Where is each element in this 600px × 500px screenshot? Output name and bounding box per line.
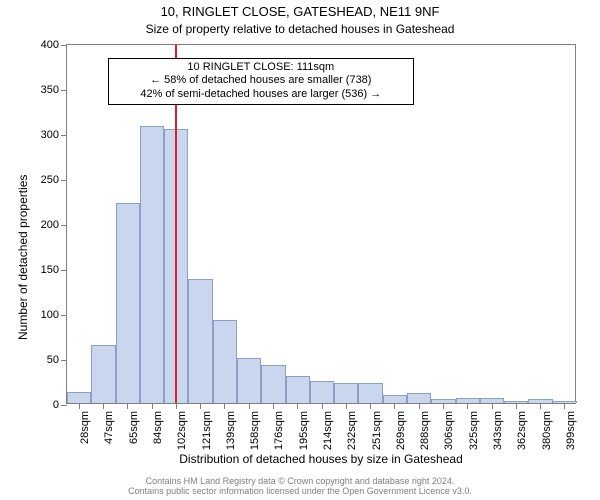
histogram-bar bbox=[67, 392, 91, 403]
x-tick bbox=[176, 403, 177, 409]
x-tick-label: 325sqm bbox=[468, 411, 480, 450]
y-tick-label: 0 bbox=[53, 399, 67, 411]
x-tick-label: 288sqm bbox=[419, 411, 431, 450]
x-tick-label: 399sqm bbox=[565, 411, 577, 450]
x-tick-label: 269sqm bbox=[395, 411, 407, 450]
x-tick bbox=[127, 403, 128, 409]
histogram-bar bbox=[140, 126, 164, 403]
y-tick-label: 400 bbox=[41, 39, 67, 51]
x-axis-label: Distribution of detached houses by size … bbox=[66, 452, 576, 466]
x-tick-label: 362sqm bbox=[516, 411, 528, 450]
x-tick-label: 102sqm bbox=[176, 411, 188, 450]
x-tick-label: 176sqm bbox=[273, 411, 285, 450]
annotation-box: 10 RINGLET CLOSE: 111sqm← 58% of detache… bbox=[108, 58, 414, 105]
chart-subtitle: Size of property relative to detached ho… bbox=[0, 22, 600, 36]
x-tick bbox=[103, 403, 104, 409]
annotation-line: ← 58% of detached houses are smaller (73… bbox=[115, 74, 407, 88]
x-tick bbox=[322, 403, 323, 409]
x-tick-label: 195sqm bbox=[298, 411, 310, 450]
x-tick bbox=[346, 403, 347, 409]
y-tick-label: 350 bbox=[41, 84, 67, 96]
x-tick bbox=[394, 403, 395, 409]
x-tick-label: 251sqm bbox=[371, 411, 383, 450]
x-tick-label: 343sqm bbox=[492, 411, 504, 450]
plot-area: 05010015020025030035040028sqm47sqm65sqm8… bbox=[66, 44, 576, 404]
footer-attribution: Contains HM Land Registry data © Crown c… bbox=[0, 476, 600, 496]
y-axis-label: Number of detached properties bbox=[16, 175, 30, 340]
x-tick bbox=[297, 403, 298, 409]
y-tick-label: 50 bbox=[47, 354, 67, 366]
x-tick bbox=[249, 403, 250, 409]
histogram-bar bbox=[383, 395, 407, 403]
x-tick-label: 47sqm bbox=[103, 411, 115, 444]
x-tick-label: 65sqm bbox=[128, 411, 140, 444]
x-tick-label: 232sqm bbox=[346, 411, 358, 450]
y-tick-label: 250 bbox=[41, 174, 67, 186]
x-tick-label: 306sqm bbox=[443, 411, 455, 450]
x-tick bbox=[492, 403, 493, 409]
histogram-bar bbox=[213, 320, 237, 403]
histogram-bar bbox=[310, 381, 334, 404]
histogram-bar bbox=[188, 279, 212, 403]
x-tick bbox=[467, 403, 468, 409]
histogram-bar bbox=[334, 383, 358, 403]
annotation-line: 10 RINGLET CLOSE: 111sqm bbox=[115, 61, 407, 75]
y-tick-label: 200 bbox=[41, 219, 67, 231]
histogram-bar bbox=[261, 365, 285, 403]
x-tick-label: 380sqm bbox=[541, 411, 553, 450]
footer-line-1: Contains HM Land Registry data © Crown c… bbox=[0, 476, 600, 486]
x-tick-label: 214sqm bbox=[322, 411, 334, 450]
x-tick bbox=[516, 403, 517, 409]
histogram-bar bbox=[116, 203, 140, 403]
x-tick bbox=[224, 403, 225, 409]
histogram-bar bbox=[237, 358, 261, 403]
x-tick-label: 158sqm bbox=[249, 411, 261, 450]
histogram-bar bbox=[286, 376, 310, 403]
footer-line-2: Contains public sector information licen… bbox=[0, 486, 600, 496]
x-tick bbox=[419, 403, 420, 409]
x-tick-label: 121sqm bbox=[201, 411, 213, 450]
x-tick bbox=[152, 403, 153, 409]
y-tick-label: 100 bbox=[41, 309, 67, 321]
x-tick-label: 28sqm bbox=[79, 411, 91, 444]
x-tick bbox=[370, 403, 371, 409]
chart-title: 10, RINGLET CLOSE, GATESHEAD, NE11 9NF bbox=[0, 4, 600, 19]
annotation-line: 42% of semi-detached houses are larger (… bbox=[115, 88, 407, 102]
histogram-bar bbox=[407, 393, 431, 403]
x-tick bbox=[443, 403, 444, 409]
x-tick bbox=[540, 403, 541, 409]
x-tick-label: 84sqm bbox=[152, 411, 164, 444]
y-tick-label: 150 bbox=[41, 264, 67, 276]
x-tick bbox=[200, 403, 201, 409]
histogram-bar bbox=[358, 383, 382, 403]
x-tick bbox=[273, 403, 274, 409]
x-tick bbox=[564, 403, 565, 409]
chart-container: { "layout": { "width": 600, "height": 50… bbox=[0, 0, 600, 500]
x-tick bbox=[79, 403, 80, 409]
histogram-bar bbox=[91, 345, 115, 404]
x-tick-label: 139sqm bbox=[225, 411, 237, 450]
y-tick-label: 300 bbox=[41, 129, 67, 141]
